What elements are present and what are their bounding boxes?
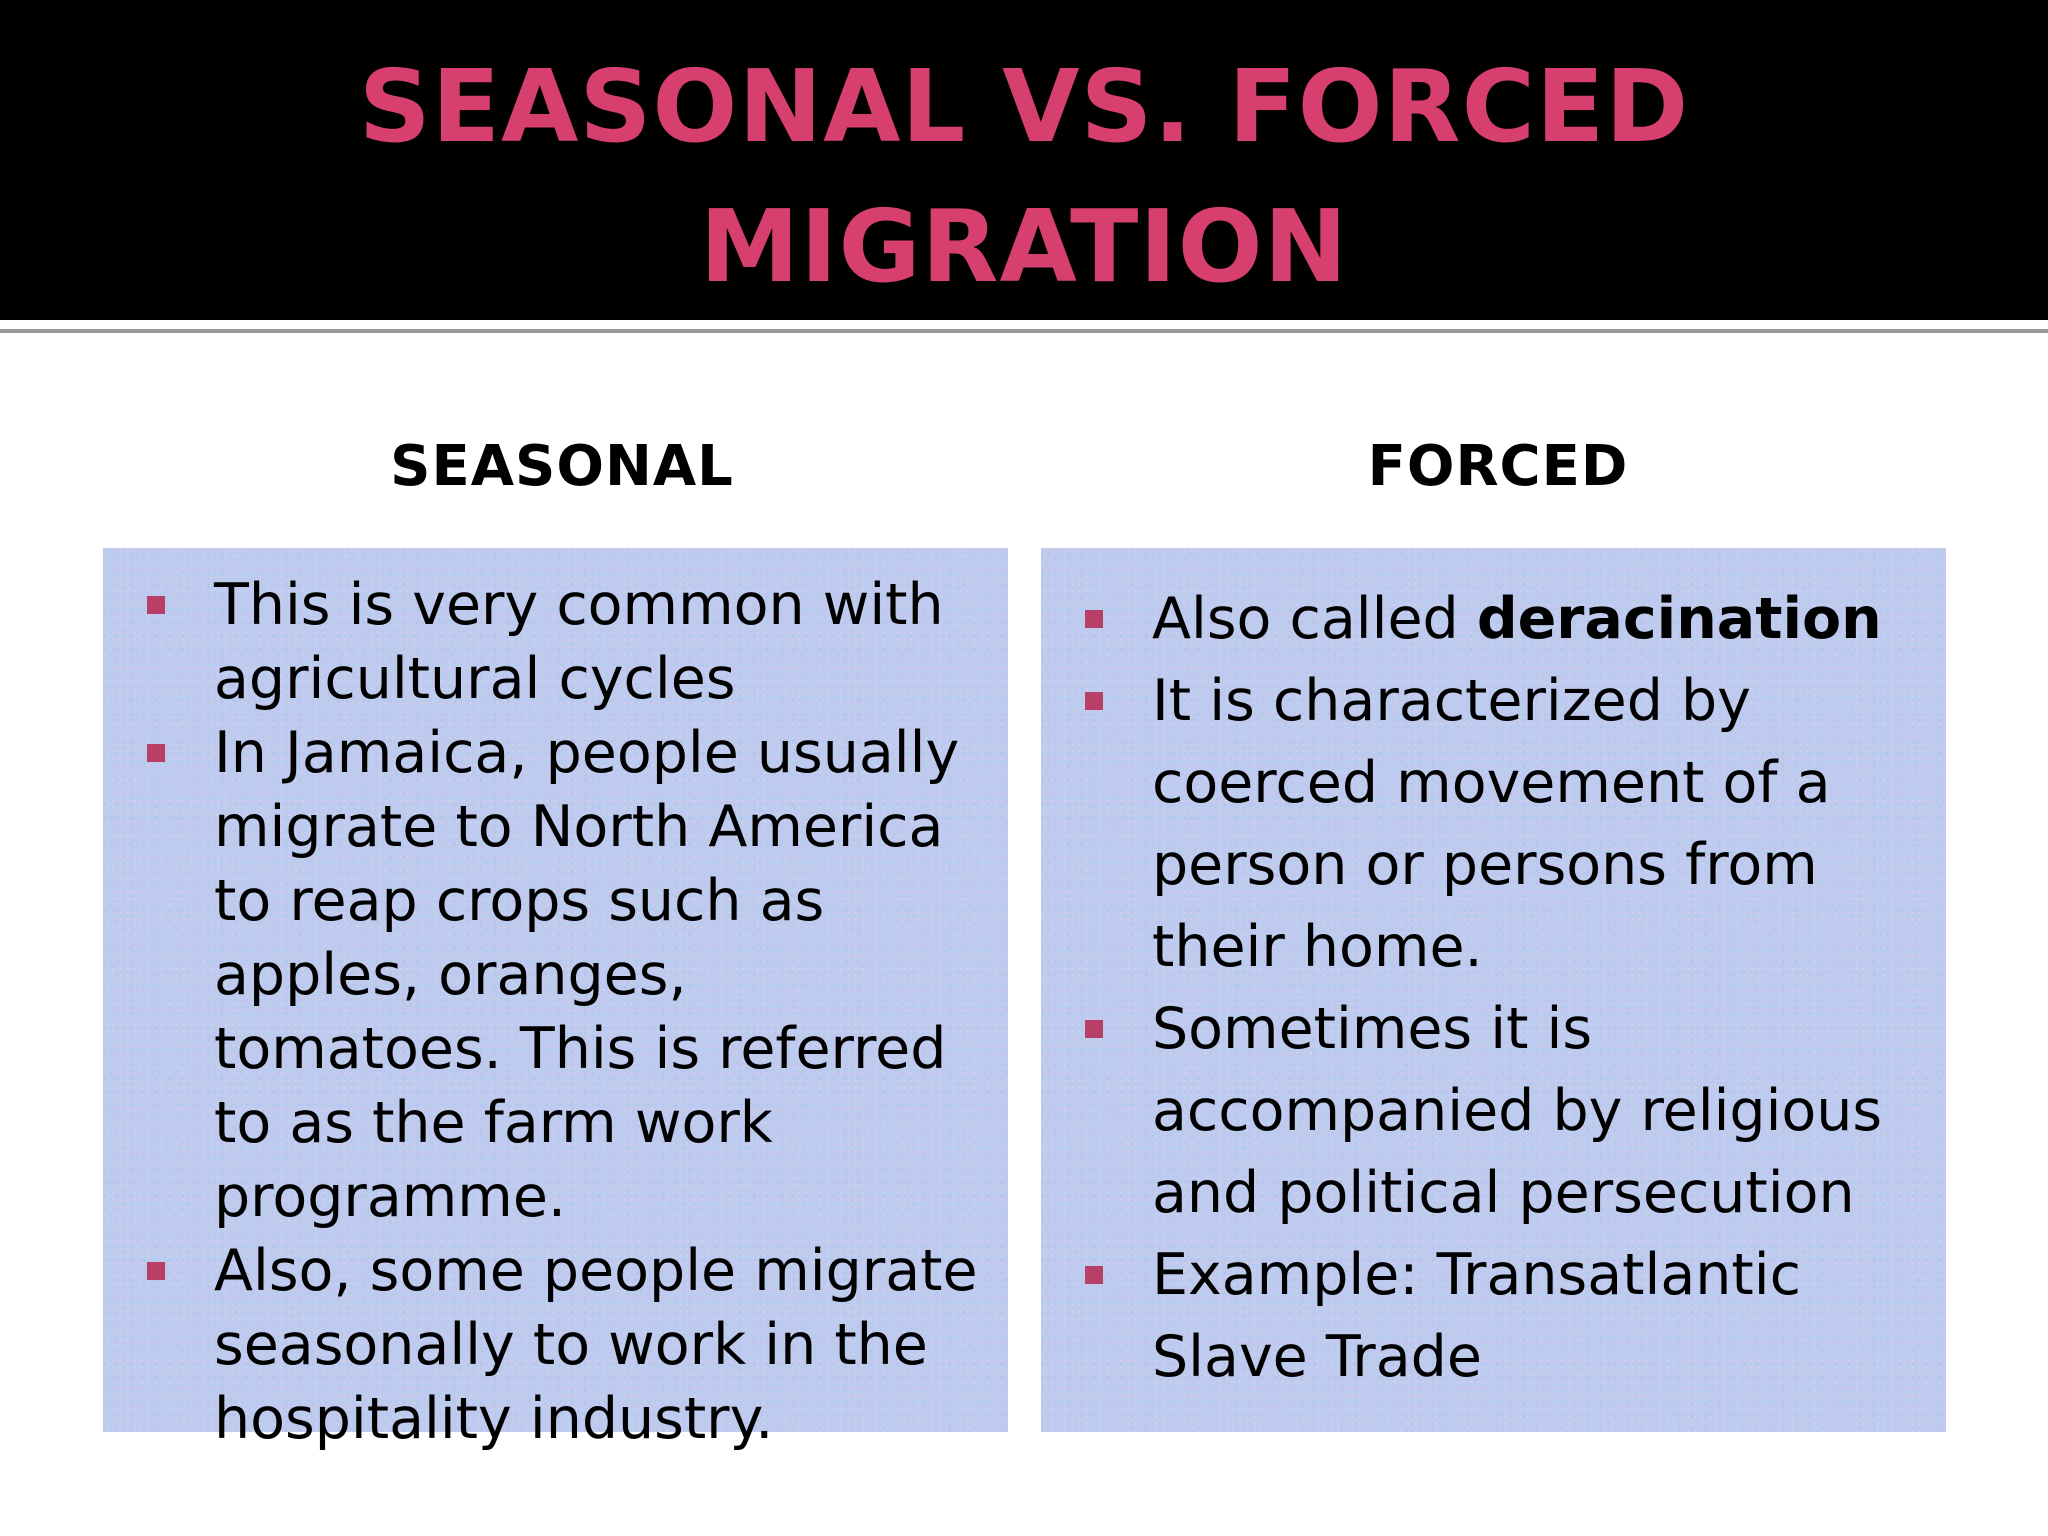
square-bullet-icon	[147, 1262, 165, 1280]
seasonal-bullet-list: This is very common with agricultural cy…	[103, 568, 983, 1456]
list-item: Also called deracination	[1041, 578, 1921, 660]
list-item: Sometimes it is accompanied by religious…	[1041, 988, 1921, 1234]
seasonal-panel: This is very common with agricultural cy…	[103, 548, 1008, 1452]
square-bullet-icon	[147, 744, 165, 762]
square-bullet-icon	[1085, 692, 1103, 710]
bullet-text-prefix: Also called	[1152, 586, 1477, 652]
forced-heading: FORCED	[1367, 434, 1629, 499]
square-bullet-icon	[147, 596, 165, 614]
bullet-text: It is characterized by coerced movement …	[1152, 668, 1831, 980]
bullet-text: Example: Transatlantic Slave Trade	[1152, 1242, 1801, 1390]
bullet-text: In Jamaica, people usually migrate to No…	[214, 720, 960, 1230]
slide-title-line-2: MIGRATION	[699, 188, 1349, 305]
forced-bullet-list: Also called deracination It is character…	[1041, 578, 1921, 1398]
list-item: Example: Transatlantic Slave Trade	[1041, 1234, 1921, 1398]
title-divider	[0, 320, 2048, 326]
title-divider-line	[0, 329, 2048, 333]
bullet-text: Also, some people migrate seasonally to …	[214, 1238, 978, 1452]
square-bullet-icon	[1085, 1020, 1103, 1038]
list-item: This is very common with agricultural cy…	[103, 568, 983, 716]
square-bullet-icon	[1085, 1266, 1103, 1284]
bullet-text: This is very common with agricultural cy…	[214, 572, 944, 712]
list-item: Also, some people migrate seasonally to …	[103, 1234, 983, 1456]
square-bullet-icon	[1085, 610, 1103, 628]
seasonal-heading: SEASONAL	[390, 434, 734, 499]
forced-panel: Also called deracination It is character…	[1041, 548, 1946, 1432]
bullet-text-bold-term: deracination	[1476, 586, 1882, 652]
list-item: It is characterized by coerced movement …	[1041, 660, 1921, 988]
bullet-text: Sometimes it is accompanied by religious…	[1152, 996, 1883, 1226]
list-item: In Jamaica, people usually migrate to No…	[103, 716, 983, 1234]
slide-title-line-1: SEASONAL VS. FORCED	[358, 48, 1690, 165]
title-bar: SEASONAL VS. FORCED MIGRATION	[0, 0, 2048, 320]
